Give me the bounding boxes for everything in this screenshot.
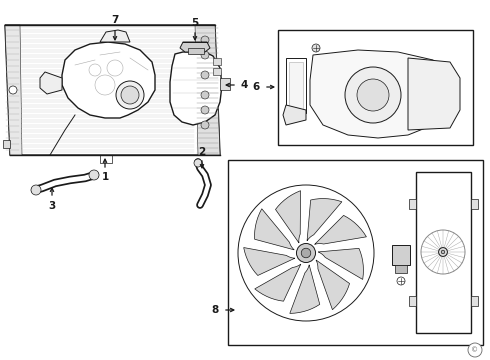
Circle shape [301,248,311,258]
Bar [3,140,10,148]
Polygon shape [318,248,364,279]
Circle shape [441,250,445,254]
Polygon shape [170,52,222,125]
Bar [289,62,303,109]
Bar [220,78,230,90]
Circle shape [116,81,144,109]
Circle shape [468,343,482,357]
Text: 2: 2 [198,147,206,157]
Circle shape [89,170,99,180]
Polygon shape [290,265,320,314]
Circle shape [201,71,209,79]
Text: 6: 6 [252,82,260,92]
Polygon shape [315,215,367,244]
Circle shape [201,91,209,99]
Bar [409,199,416,209]
Circle shape [357,79,389,111]
Text: 5: 5 [192,18,198,28]
Bar [100,155,112,163]
Circle shape [201,36,209,44]
Bar [471,199,478,209]
Circle shape [201,106,209,114]
Text: 1: 1 [101,172,109,182]
Circle shape [312,44,320,52]
Polygon shape [100,30,130,42]
Circle shape [201,121,209,129]
Bar [416,172,471,333]
Bar [213,58,221,65]
Polygon shape [275,191,300,243]
Polygon shape [316,260,349,310]
Polygon shape [5,25,22,155]
Text: 3: 3 [49,201,56,211]
Bar [188,48,204,54]
Polygon shape [307,199,342,241]
Polygon shape [283,105,306,125]
Bar [471,296,478,306]
Circle shape [439,248,447,256]
Polygon shape [62,42,155,118]
Polygon shape [5,25,220,155]
Text: 8: 8 [211,305,219,315]
Circle shape [9,86,17,94]
Bar [278,30,473,145]
Polygon shape [195,25,220,155]
Bar [286,58,306,113]
Text: 7: 7 [111,15,119,25]
Text: 4: 4 [240,80,247,90]
Bar [228,160,483,345]
Polygon shape [40,72,62,94]
Circle shape [397,277,405,285]
Polygon shape [310,50,450,138]
Circle shape [345,67,401,123]
Polygon shape [180,42,210,52]
Polygon shape [254,209,294,250]
Circle shape [201,51,209,59]
Polygon shape [255,264,301,301]
Bar [409,296,416,306]
Text: ©: © [471,347,479,353]
Bar [213,68,221,75]
Circle shape [194,159,202,167]
Polygon shape [244,248,295,275]
Circle shape [296,243,316,262]
Bar [395,265,407,273]
Polygon shape [408,58,460,130]
Circle shape [31,185,41,195]
Circle shape [121,86,139,104]
Bar [392,245,410,265]
